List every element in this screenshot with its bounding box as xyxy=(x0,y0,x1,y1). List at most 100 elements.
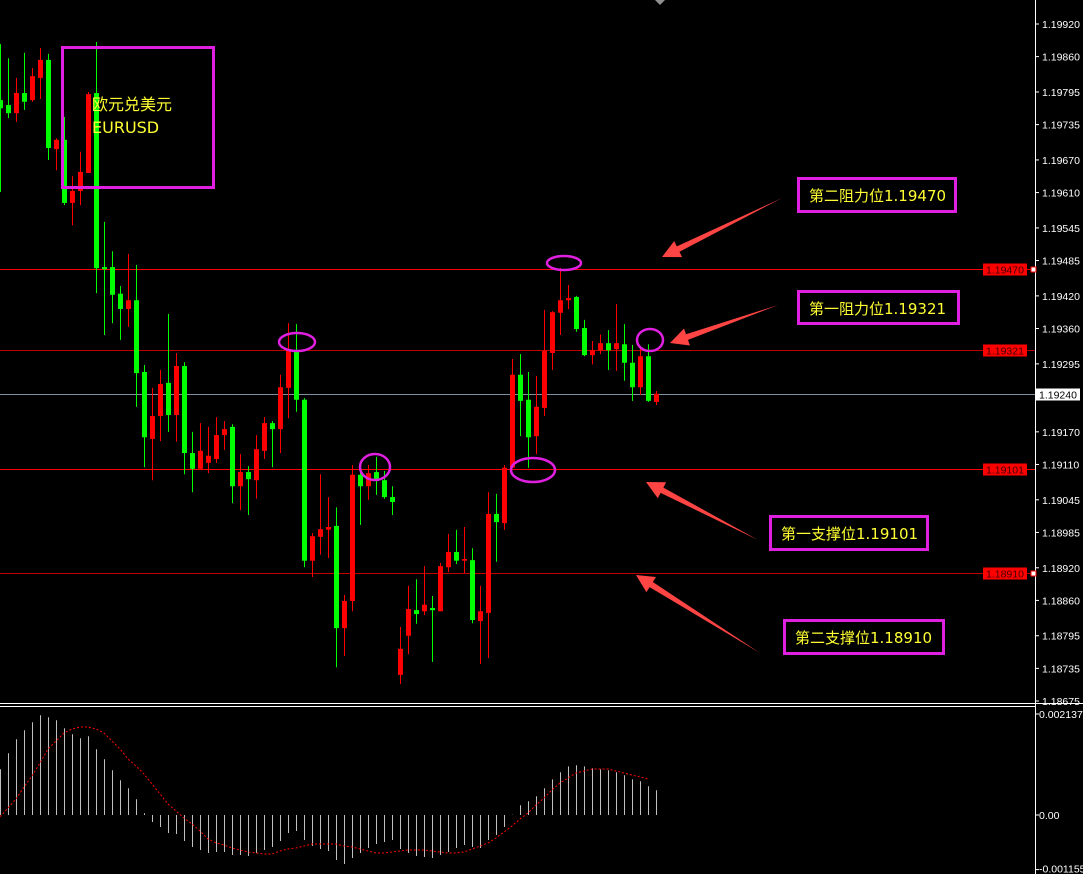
macd-panel xyxy=(0,715,657,865)
candle-up xyxy=(654,393,659,402)
candle-down xyxy=(182,366,187,454)
candle-up xyxy=(30,76,35,101)
tick-label: 1.18860 xyxy=(1042,595,1080,607)
tick-label: 1.19110 xyxy=(1042,459,1079,471)
candle-up xyxy=(78,171,83,191)
candle-down xyxy=(454,552,459,561)
level-annotation-text: 第一阻力位1.19321 xyxy=(809,300,946,318)
candle-down xyxy=(470,560,475,620)
tick-label: 1.19670 xyxy=(1042,155,1080,167)
level-marker-icon xyxy=(1030,570,1037,577)
candle-down xyxy=(22,93,27,102)
arrow-icon xyxy=(670,305,778,346)
level-price-label: 1.18910 xyxy=(986,569,1024,581)
tick-label: 1.19170 xyxy=(1042,427,1080,439)
candle-up xyxy=(446,552,451,568)
candle-down xyxy=(270,423,275,430)
candle-up xyxy=(254,449,259,481)
level-annotation-text: 第二阻力位1.19470 xyxy=(809,187,946,205)
candle-up xyxy=(262,423,267,451)
candle-down xyxy=(0,100,3,109)
candle-up xyxy=(318,529,323,537)
candles xyxy=(0,41,659,685)
candle-up xyxy=(478,611,483,622)
candle-down xyxy=(622,344,627,363)
level-price-label-bg xyxy=(983,344,1027,357)
candle-down xyxy=(494,513,499,523)
candle-down xyxy=(630,362,635,388)
title-box: 欧元兑美元 EURUSD xyxy=(61,46,215,189)
tick-label: 1.18675 xyxy=(1042,696,1080,708)
candle-down xyxy=(190,453,195,469)
arrow-icon xyxy=(636,575,760,653)
title-symbol: EURUSD xyxy=(92,118,159,137)
candle-down xyxy=(118,293,123,309)
macd-tick-label: -0.001155 xyxy=(1039,864,1083,874)
scroll-marker-icon[interactable] xyxy=(655,0,665,5)
candle-down xyxy=(374,472,379,481)
candle-down xyxy=(246,472,251,480)
arrow-icon xyxy=(662,198,782,258)
candle-down xyxy=(526,399,531,438)
candle-up xyxy=(438,566,443,612)
candle-up xyxy=(398,648,403,675)
title-cn: 欧元兑美元 xyxy=(92,95,172,114)
highlight-ellipse xyxy=(358,452,392,482)
candle-up xyxy=(174,366,179,415)
candle-up xyxy=(342,600,347,629)
tick-label: 1.19545 xyxy=(1042,223,1080,235)
level-price-label-bg xyxy=(983,567,1027,580)
candle-up xyxy=(198,450,203,469)
candle-up xyxy=(542,350,547,408)
candle-up xyxy=(558,300,563,313)
candle-up xyxy=(238,472,243,487)
level-price-label-bg xyxy=(983,263,1027,276)
current-price-label: 1.19240 xyxy=(1039,390,1077,402)
candle-up xyxy=(510,374,515,468)
candle-up xyxy=(550,312,555,353)
candle-down xyxy=(166,382,171,415)
candle-down xyxy=(94,93,99,269)
candle-up xyxy=(310,536,315,561)
candle-up xyxy=(286,349,291,388)
candle-down xyxy=(390,497,395,502)
title-box-frame xyxy=(61,46,215,189)
level-price-label-bg xyxy=(983,463,1027,476)
macd-tick-label: 0.002137 xyxy=(1039,709,1083,721)
candle-up xyxy=(534,406,539,437)
candle-up xyxy=(38,59,43,78)
candle-down xyxy=(606,343,611,351)
tick-label: 1.19360 xyxy=(1042,324,1080,336)
candle-down xyxy=(334,525,339,629)
candle-up xyxy=(150,416,155,439)
candle-up xyxy=(590,350,595,356)
tick-label: 1.19920 xyxy=(1042,19,1080,31)
candle-down xyxy=(230,426,235,487)
highlight-ellipse xyxy=(545,254,583,272)
current-price-label-bg xyxy=(1036,388,1080,401)
tick-label: 1.19610 xyxy=(1042,188,1080,200)
candle-up xyxy=(614,343,619,350)
candle-up xyxy=(598,343,603,351)
candle-down xyxy=(134,300,139,374)
tick-label: 1.19045 xyxy=(1042,495,1080,507)
candle-down xyxy=(582,327,587,356)
candle-up xyxy=(638,356,643,388)
macd-signal-line xyxy=(0,726,649,855)
candle-down xyxy=(574,296,579,330)
candle-down xyxy=(62,139,67,203)
level-annotation-box xyxy=(783,619,945,655)
level-annotation-box xyxy=(797,290,960,325)
level-annotation-box xyxy=(769,515,929,551)
tick-label: 1.19735 xyxy=(1042,120,1080,132)
candle-up xyxy=(86,94,91,173)
candle-up xyxy=(54,139,59,150)
level-price-label: 1.19321 xyxy=(986,346,1024,358)
candle-down xyxy=(6,105,11,114)
macd-tick-label: 0.00 xyxy=(1039,810,1060,822)
annotations: 第二阻力位1.19470 第一阻力位1.19321 第一支撑位1.19101 第二支撑… xyxy=(277,177,960,655)
level-price-label: 1.19101 xyxy=(986,465,1024,477)
candle-down xyxy=(110,267,115,295)
